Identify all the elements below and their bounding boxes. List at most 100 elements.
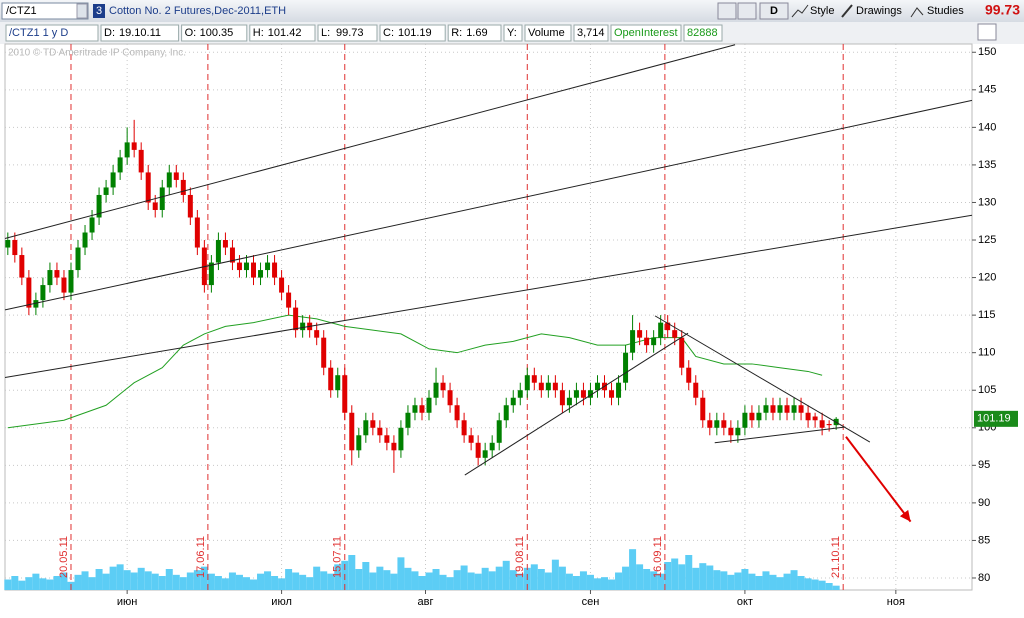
candle-body [370, 420, 376, 428]
button-label[interactable]: Drawings [856, 5, 902, 17]
candle-body [138, 149, 144, 173]
candle-body [208, 262, 214, 286]
symbol-box[interactable] [1, 2, 89, 20]
volume-bar [509, 570, 517, 590]
info-key: O: [185, 27, 197, 39]
volume-bar [565, 573, 573, 590]
volume-bar [720, 571, 728, 590]
volume-bar [474, 573, 482, 590]
volume-bar [692, 567, 700, 590]
moving-average [7, 314, 823, 429]
candle-body [236, 262, 242, 271]
volume-bar [278, 578, 286, 590]
candle-body [12, 240, 18, 256]
candle-body [616, 382, 622, 398]
volume-bar [299, 574, 307, 590]
volume-bar [165, 569, 173, 590]
info-box [379, 24, 446, 42]
volume-bar [4, 579, 12, 590]
candle-body [377, 427, 383, 436]
x-tick-label: июл [271, 596, 292, 608]
candle-body [763, 405, 769, 413]
tool-icon[interactable] [717, 2, 737, 20]
volume-bar [362, 562, 370, 590]
candle-body [482, 450, 488, 458]
info-key: D: [104, 27, 115, 39]
volume-bar [313, 566, 321, 590]
d-button[interactable] [759, 2, 789, 20]
candle-body [433, 382, 439, 398]
date-marker-label: 17.06.11 [195, 536, 207, 578]
candle-body [798, 405, 804, 413]
volume-bar [235, 574, 243, 590]
volume-bar [88, 577, 96, 590]
candle-body [243, 262, 249, 271]
info-box [524, 24, 572, 42]
candle-body [447, 390, 453, 406]
candle-body [349, 412, 355, 451]
candle-body [5, 240, 11, 248]
candle-body [145, 172, 151, 203]
candle-body [609, 390, 615, 398]
volume-bar [214, 576, 222, 590]
badge: 3 [96, 5, 102, 17]
volume-bar [383, 570, 391, 590]
volume-bar [271, 576, 279, 590]
candle-body [300, 322, 306, 331]
candle-body [272, 262, 278, 278]
candle-body [721, 420, 727, 428]
date-marker-label: 21.10.11 [830, 536, 842, 578]
volume-bar [348, 555, 356, 590]
candle-body [454, 405, 460, 421]
candle-body [777, 405, 783, 413]
candle-body [651, 337, 657, 346]
info-value: 1.69 [466, 27, 487, 39]
chart-icon[interactable] [977, 23, 997, 41]
candle-body [475, 442, 481, 458]
candle-body [54, 270, 60, 278]
volume-bar [179, 577, 187, 590]
button-label: D [770, 5, 778, 17]
candle-body [700, 397, 706, 421]
dropdown[interactable] [76, 3, 88, 19]
candle-body [559, 390, 565, 406]
candle-body [89, 217, 95, 233]
candle-body [489, 442, 495, 451]
candle-body [594, 382, 600, 391]
volume-bar [320, 571, 328, 590]
arrow-head [899, 509, 911, 522]
info-box [447, 24, 502, 42]
volume-bar [685, 555, 693, 590]
button-label[interactable]: Studies [927, 5, 964, 17]
volume-bar [144, 571, 152, 590]
y-tick-label: 130 [978, 196, 996, 208]
x-tick-label: окт [737, 596, 753, 608]
candle-body [580, 390, 586, 398]
volume-bar [636, 564, 644, 590]
info-box [573, 24, 609, 42]
volume-bar [285, 569, 293, 590]
candle-body [665, 322, 671, 331]
y-tick-label: 135 [978, 159, 996, 171]
volume-bar [250, 579, 258, 590]
volume-bar [397, 557, 405, 590]
trendline [4, 214, 973, 378]
candle-body [26, 277, 32, 308]
trendline [4, 44, 736, 240]
x-tick-label: авг [418, 596, 434, 608]
y-tick-label: 80 [978, 572, 990, 584]
volume-bar [81, 571, 89, 590]
candle-body [672, 330, 678, 338]
candle-body [412, 405, 418, 413]
volume-bar [25, 577, 33, 590]
candle-body [40, 285, 46, 301]
volume-bar [158, 576, 166, 590]
tool-icon[interactable] [737, 2, 757, 20]
trendline [4, 99, 973, 311]
volume-bar [593, 578, 601, 590]
candle-body [686, 367, 692, 383]
candle-body [110, 172, 116, 188]
button-label[interactable]: Style [810, 5, 834, 17]
candle-body [187, 194, 193, 218]
volume-bar [193, 570, 201, 590]
